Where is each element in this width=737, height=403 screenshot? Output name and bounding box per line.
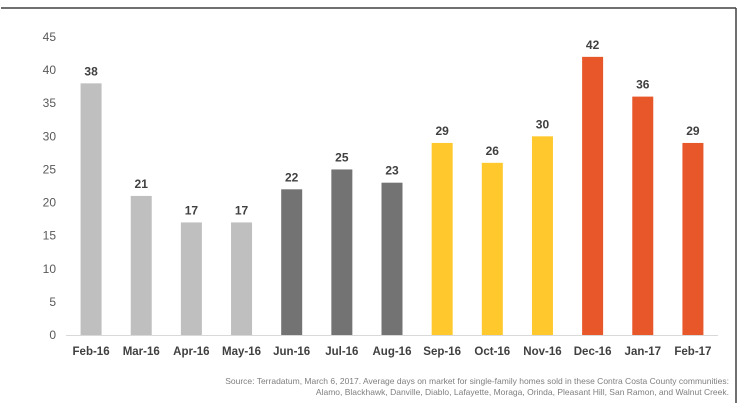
y-tick-label: 10: [43, 262, 57, 276]
y-tick-label: 35: [43, 96, 57, 110]
x-tick-label: Jan-17: [625, 346, 661, 358]
x-tick-label: Jun-16: [273, 346, 310, 358]
bar-dec-16: [582, 56, 604, 335]
source-line-1: Source: Terradatum, March 6, 2017. Avera…: [225, 376, 729, 386]
data-label: 21: [135, 177, 149, 191]
data-label: 36: [636, 78, 650, 92]
x-tick-label: Oct-16: [474, 346, 510, 358]
data-label: 22: [285, 170, 299, 184]
data-label: 38: [84, 64, 98, 78]
bar-may-16: [231, 222, 253, 335]
data-label: 17: [185, 203, 199, 217]
data-label: 17: [235, 203, 249, 217]
y-tick-label: 0: [49, 328, 56, 342]
bar-sep-16: [431, 142, 453, 335]
y-axis: 0 5 10 15 20 25 30 35 40 45: [43, 30, 57, 342]
x-axis: Feb-16 Mar-16 Apr-16 May-16 Jun-16 Jul-16 Aug-…: [66, 335, 718, 358]
data-label: 25: [335, 150, 349, 164]
bar-jul-16: [331, 169, 353, 335]
x-tick-label: Jul-16: [325, 346, 358, 358]
data-label: 29: [686, 124, 700, 138]
bar-feb-17: [682, 142, 704, 335]
data-label: 23: [385, 164, 399, 178]
source-line-2: Alamo, Blackhawk, Danville, Diablo, Lafa…: [315, 387, 729, 397]
y-tick-label: 30: [43, 129, 57, 143]
source-note: Source: Terradatum, March 6, 2017. Avera…: [169, 376, 729, 398]
bar-chart: 0 5 10 15 20 25 30 35 40 45 38 21 17 17 22 25 23 29 26 30 4…: [43, 30, 718, 358]
bar-mar-16: [130, 195, 152, 335]
y-tick-label: 5: [49, 295, 56, 309]
bar-jun-16: [281, 189, 303, 335]
x-tick-label: Sep-16: [423, 346, 461, 358]
bar-jan-17: [632, 96, 654, 335]
bar-feb-16: [80, 83, 102, 335]
bar-apr-16: [180, 222, 202, 335]
x-tick-label: Nov-16: [523, 346, 561, 358]
x-tick-label: Apr-16: [173, 346, 209, 358]
y-tick-label: 25: [43, 162, 57, 176]
x-tick-label: May-16: [222, 346, 261, 358]
y-tick-label: 20: [43, 196, 57, 210]
data-label: 29: [435, 124, 449, 138]
bar-nov-16: [531, 136, 553, 335]
bars: 38 21 17 17 22 25 23 29 26 30 42 36 29: [80, 38, 704, 335]
y-tick-label: 15: [43, 229, 57, 243]
y-tick-label: 40: [43, 63, 57, 77]
bar-oct-16: [481, 162, 503, 335]
data-label: 30: [536, 117, 550, 131]
data-label: 42: [586, 38, 600, 52]
bar-aug-16: [381, 182, 403, 335]
y-tick-label: 45: [43, 30, 57, 44]
x-tick-label: Dec-16: [574, 346, 612, 358]
data-label: 26: [486, 144, 500, 158]
x-tick-label: Feb-16: [73, 346, 110, 358]
x-tick-label: Aug-16: [373, 346, 412, 358]
x-tick-label: Mar-16: [123, 346, 160, 358]
x-tick-label: Feb-17: [674, 346, 711, 358]
